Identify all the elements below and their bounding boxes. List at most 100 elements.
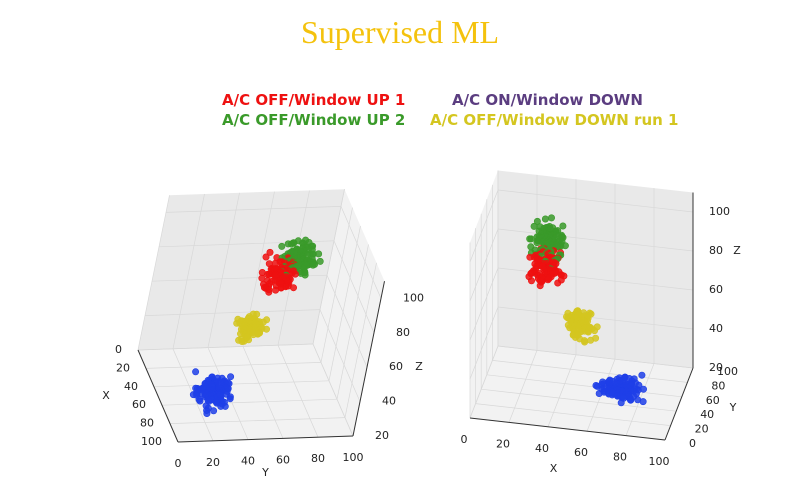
panel-1-point-blue: [210, 407, 218, 415]
panel-2-point-yellow: [584, 328, 592, 336]
panel-1-grid-y-wall: [207, 192, 240, 348]
panel-2-z-tick-label: 100: [709, 205, 730, 218]
panel-1-grid-z: [137, 343, 314, 351]
panel-1-point-red: [266, 248, 274, 256]
panel-2-y-tick-label: 20: [695, 423, 709, 436]
panel-1-back-pane: [138, 189, 345, 350]
panel-1-grid-z: [326, 275, 368, 368]
panel-1-x-tick-label: 40: [124, 380, 138, 393]
panel-1-y-tick-label: 40: [241, 455, 255, 468]
panel-1-point-blue: [226, 395, 234, 403]
panel-2-y-axis-line: [664, 367, 694, 441]
panel-2-grid-x: [547, 354, 577, 427]
panel-1-grid-y-wall: [312, 189, 345, 345]
panel-2-point-blue: [627, 396, 635, 404]
panel-2-point-green: [527, 235, 535, 243]
panel-2-point-blue: [638, 371, 646, 379]
panel-2-grid-z: [469, 189, 499, 263]
panel-1-z-tick-label: 100: [403, 291, 424, 304]
panel-1-x-axis-label: X: [102, 389, 110, 402]
panel-2-x-tick-label: 100: [649, 455, 670, 468]
panel-1-point-red: [258, 274, 266, 282]
panel-2-y-axis-label: Y: [729, 401, 737, 414]
panel-2-x-tick-label: 40: [535, 442, 549, 455]
panel-1-point-green: [309, 261, 317, 269]
panel-1-y-tick-label: 20: [206, 456, 220, 469]
panel-1-grid-x-wall: [328, 225, 361, 381]
panel-2-y-tick-label: 60: [706, 394, 720, 407]
panel-1-grid-x-wall: [336, 244, 369, 400]
panel-1-point-blue: [203, 409, 211, 417]
panel-1-point-red: [265, 288, 273, 296]
panel-1-z-tick-label: 80: [396, 326, 410, 339]
panel-1-point-red: [289, 284, 297, 292]
panel-2-y-tick-label: 80: [711, 379, 725, 392]
panel-2-point-green: [530, 222, 538, 230]
panel-1-y-tick-label: 60: [276, 453, 290, 466]
panel-2-x-tick-label: 20: [496, 437, 510, 450]
panel-1-grid-y: [242, 346, 284, 439]
panel-2-x-tick-label: 0: [461, 433, 468, 446]
panel-2-point-yellow: [590, 327, 598, 335]
panel-1-grid-x: [169, 417, 346, 424]
panel-1-point-yellow: [238, 337, 246, 345]
panel-1-grid-x: [145, 362, 322, 369]
panel-2-point-red: [536, 282, 544, 290]
panel-1-grid-y: [277, 345, 319, 438]
panel-2-point-blue: [617, 399, 625, 407]
panel-1-grid-z: [340, 206, 382, 299]
panel-2-z-axis-label: Z: [733, 244, 741, 257]
panel-1-grid-x: [153, 380, 330, 388]
legend-entry-ac-off-window-up-2: A/C OFF/Window UP 2: [222, 111, 406, 129]
panel-1-point-blue: [192, 368, 200, 376]
panel-1-point-green: [278, 242, 286, 250]
panel-2-x-axis-label: X: [550, 462, 558, 475]
panel-1-point-green: [301, 271, 309, 279]
panel-2-z-tick-label: 20: [709, 361, 723, 374]
panel-2-point-yellow: [581, 338, 589, 346]
panel-2-grid-y: [486, 374, 682, 398]
panel-1-grid-x: [161, 398, 338, 406]
panel-1-z-axis-line: [352, 281, 385, 437]
panel-2-z-tick-label: 80: [709, 244, 723, 257]
panel-2-grid-z: [497, 345, 694, 369]
panel-1-point-red: [262, 253, 270, 261]
panel-1-z-tick-label: 20: [375, 429, 389, 442]
panel-2-grid-y: [492, 360, 688, 383]
panel-1-z-tick-label: 40: [382, 395, 396, 408]
panel-2-y-tick-label: 40: [700, 408, 714, 421]
chart-title: Supervised ML: [300, 14, 500, 50]
panel-1-y-tick-label: 0: [175, 457, 182, 470]
panel-1-y-tick-label: 80: [311, 452, 325, 465]
panel-2-grid-z: [497, 306, 694, 330]
panel-1-z-tick-label: 60: [389, 360, 403, 373]
panel-1-x-tick-label: 80: [140, 417, 154, 430]
panel-2-z-tick-label: 60: [709, 283, 723, 296]
panel-2-x-axis-line: [469, 417, 666, 441]
panel-1-x-tick-label: 0: [115, 343, 122, 356]
panel-1-point-blue: [217, 402, 225, 410]
panel-2-point-green: [547, 214, 555, 222]
panel-2-point-red: [527, 277, 535, 285]
panel-2-point-green: [533, 239, 541, 247]
panel-2-x-tick-label: 60: [574, 446, 588, 459]
panel-1-point-green: [316, 257, 324, 265]
panel-1-grid-y-wall: [137, 195, 170, 351]
panel-2-point-yellow: [587, 336, 595, 344]
panel-1-grid-z: [312, 343, 354, 437]
panel-1-y-axis-label: Y: [261, 466, 269, 479]
panel-2-side-pane: [470, 170, 498, 418]
panel-1-y-axis-line: [177, 435, 354, 443]
panel-1-x-tick-label: 60: [132, 398, 146, 411]
panel-1-x-tick-label: 100: [141, 435, 162, 448]
panel-1-point-blue: [196, 397, 204, 405]
panel-2-point-green: [541, 215, 549, 223]
panel-2-point-red: [526, 253, 534, 261]
panel-1-grid-x-wall: [344, 262, 377, 418]
panel-1-grid-z: [333, 240, 375, 333]
panel-2-point-green: [559, 222, 567, 230]
panel-1-grid-y-wall: [172, 193, 205, 349]
panel-2-x-tick-label: 80: [613, 451, 627, 464]
